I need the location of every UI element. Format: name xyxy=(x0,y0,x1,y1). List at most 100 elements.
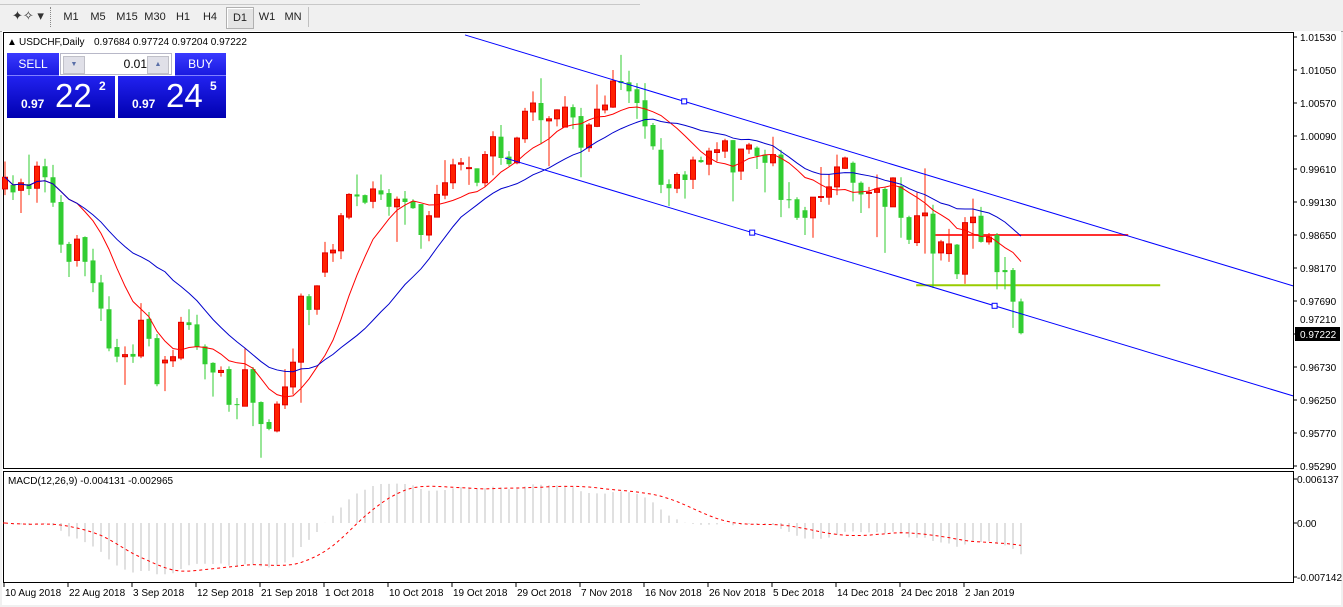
bullish-candle xyxy=(810,196,816,219)
timeframe-m1[interactable]: M1 xyxy=(63,11,79,23)
sell-button[interactable]: SELL xyxy=(7,53,59,76)
bearish-candle xyxy=(626,82,632,92)
bearish-candle xyxy=(658,149,664,185)
bearish-candle xyxy=(90,260,96,284)
sell-price-fraction: 2 xyxy=(99,79,106,93)
bearish-candle xyxy=(978,215,984,242)
date-label: 7 Nov 2018 xyxy=(581,588,633,599)
bearish-candle xyxy=(210,362,216,373)
sell-price[interactable]: 0.97 22 2 xyxy=(7,76,115,118)
bearish-candle xyxy=(98,282,104,309)
lot-increase-button[interactable]: ▲ xyxy=(147,56,169,74)
bearish-candle xyxy=(786,199,792,201)
bullish-candle xyxy=(178,321,184,359)
bullish-candle xyxy=(170,356,176,362)
buy-price[interactable]: 0.97 24 5 xyxy=(118,76,226,118)
bullish-candle xyxy=(586,124,592,149)
bullish-candle xyxy=(770,154,776,164)
bearish-candle xyxy=(114,347,120,357)
one-click-trading-panel: SELL ▼ ▲ BUY 0.97 22 2 0.97 24 5 xyxy=(7,53,226,118)
bullish-candle xyxy=(914,215,920,244)
channel-upper[interactable] xyxy=(464,34,1294,287)
bullish-candle xyxy=(610,80,616,108)
collapse-triangle-icon[interactable]: ▲ xyxy=(7,37,17,48)
date-label: 21 Sep 2018 xyxy=(261,588,318,599)
timeframe-m30[interactable]: M30 xyxy=(144,11,166,23)
price-tick-label: 1.01530 xyxy=(1300,33,1337,44)
timeframe-w1[interactable]: W1 xyxy=(258,11,276,23)
bearish-candle xyxy=(266,422,272,429)
bullish-candle xyxy=(722,140,728,152)
date-label: 5 Dec 2018 xyxy=(773,588,825,599)
timeframe-toolbar: ✦✧ ▾ M1 M5 M15 M30 H1 H4 D1 W1 MN xyxy=(0,0,1343,32)
bearish-candle xyxy=(66,243,72,262)
price-tick-label: 1.01050 xyxy=(1300,66,1337,77)
ohlc-readout: 0.97684 0.97724 0.97204 0.97222 xyxy=(94,37,247,48)
bearish-candle xyxy=(26,184,32,189)
macd-label: MACD(12,26,9) -0.004131 -0.002965 xyxy=(8,476,174,487)
bearish-candle xyxy=(386,193,392,207)
bullish-candle xyxy=(842,157,848,169)
timeframe-h4[interactable]: H4 xyxy=(202,11,218,23)
bullish-candle xyxy=(482,154,488,184)
bullish-candle xyxy=(450,164,456,184)
date-label: 10 Oct 2018 xyxy=(389,588,444,599)
price-tick-label: 0.97690 xyxy=(1300,297,1337,308)
price-tick-label: 0.95290 xyxy=(1300,462,1337,473)
bearish-candle xyxy=(226,369,232,405)
macd-signal-line xyxy=(4,485,1022,572)
bearish-candle xyxy=(146,318,152,339)
toolbar-grip[interactable] xyxy=(50,7,54,27)
channel-lower[interactable] xyxy=(504,157,1294,397)
bullish-candle xyxy=(274,403,280,432)
bullish-candle xyxy=(466,167,472,170)
bearish-candle xyxy=(1010,270,1016,302)
date-label: 29 Oct 2018 xyxy=(517,588,572,599)
buy-button[interactable]: BUY xyxy=(175,53,226,76)
bearish-candle xyxy=(994,235,1000,273)
bearish-candle xyxy=(538,103,544,121)
macd-tick-label: -0.007142 xyxy=(1297,573,1342,584)
timeframe-m5[interactable]: M5 xyxy=(90,11,106,23)
bearish-candle xyxy=(1018,301,1024,334)
bearish-candle xyxy=(202,346,208,365)
timeframe-d1[interactable]: D1 xyxy=(226,7,254,29)
bullish-candle xyxy=(330,249,336,254)
bullish-candle xyxy=(426,215,432,236)
toolbar-top-edge xyxy=(0,0,640,5)
lot-decrease-button[interactable]: ▼ xyxy=(63,56,85,74)
price-tick-label: 1.00090 xyxy=(1300,132,1337,143)
bullish-candle xyxy=(674,174,680,189)
price-tick-label: 0.97210 xyxy=(1300,315,1337,326)
bearish-candle xyxy=(362,195,368,203)
bullish-candle xyxy=(922,212,928,217)
bullish-candle xyxy=(162,359,168,364)
bearish-candle xyxy=(106,309,112,349)
date-label: 22 Aug 2018 xyxy=(69,588,126,599)
line-studies-icon[interactable]: ✦✧ ▾ xyxy=(12,8,44,23)
lot-size-input[interactable] xyxy=(85,55,147,73)
bearish-candle xyxy=(258,402,264,425)
date-label: 10 Aug 2018 xyxy=(5,588,62,599)
price-tick-label: 0.98650 xyxy=(1300,231,1337,242)
buy-price-pips: 24 xyxy=(166,77,203,114)
trendline-anchor-handle[interactable] xyxy=(991,302,998,309)
sell-price-prefix: 0.97 xyxy=(21,97,45,111)
price-tick-label: 1.00570 xyxy=(1300,99,1337,110)
bearish-candle xyxy=(498,136,504,158)
bullish-candle xyxy=(242,369,248,407)
trendline-anchor-handle[interactable] xyxy=(681,98,688,105)
price-tick-label: 0.99130 xyxy=(1300,198,1337,209)
timeframe-m15[interactable]: M15 xyxy=(116,11,138,23)
date-label: 12 Sep 2018 xyxy=(197,588,254,599)
bullish-candle xyxy=(442,182,448,196)
bearish-candle xyxy=(802,210,808,218)
trendline-anchor-handle[interactable] xyxy=(749,229,756,236)
timeframe-h1[interactable]: H1 xyxy=(175,11,191,23)
date-label: 19 Oct 2018 xyxy=(453,588,508,599)
bearish-candle xyxy=(778,154,784,200)
bearish-candle xyxy=(906,217,912,240)
timeframe-mn[interactable]: MN xyxy=(284,11,302,23)
date-label: 1 Oct 2018 xyxy=(325,588,374,599)
